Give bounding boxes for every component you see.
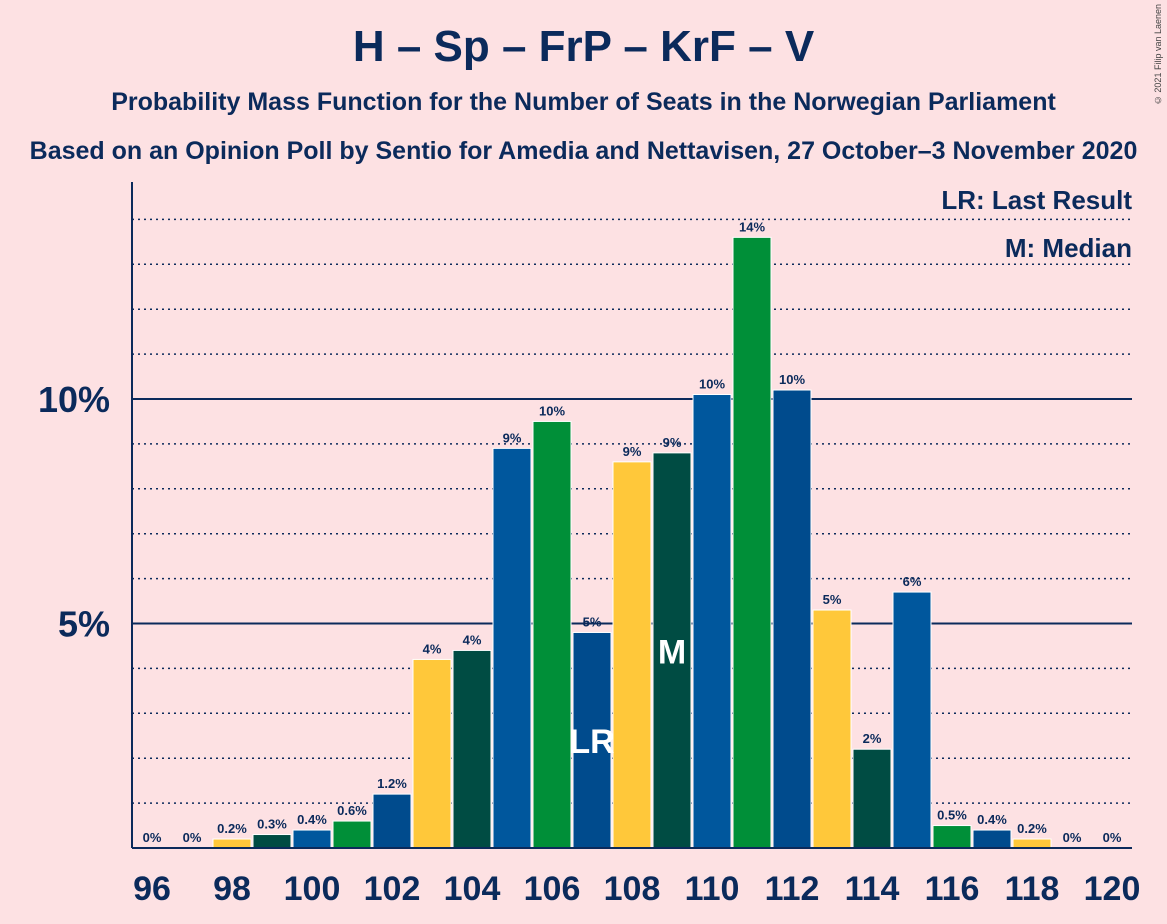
x-tick-label: 118 <box>1005 870 1060 908</box>
axes: 5% 10% 96 98 100 102 104 106 108 110 112 114 116 118 1… <box>38 182 1140 908</box>
bar-114 <box>852 748 892 849</box>
bar-115 <box>892 591 932 849</box>
bar-label-120: 0% <box>1103 830 1122 845</box>
bar-109 <box>652 452 692 849</box>
y-tick-label: 5% <box>58 604 110 645</box>
bar-117 <box>972 829 1012 849</box>
x-tick-label: 102 <box>364 870 421 908</box>
bar-label-97: 0% <box>183 830 202 845</box>
x-tick-label: 116 <box>925 870 980 908</box>
bar-label-106: 10% <box>539 403 565 418</box>
legend-last-result: LR: Last Result <box>941 185 1132 215</box>
bar-116 <box>932 825 972 849</box>
bar-102 <box>372 793 412 849</box>
x-tick-label: 100 <box>284 870 341 908</box>
bar-label-118: 0.2% <box>1017 821 1047 836</box>
bar-100 <box>292 829 332 849</box>
bar-label-117: 0.4% <box>977 812 1007 827</box>
x-tick-label: 114 <box>845 870 900 908</box>
bar-118 <box>1012 838 1052 849</box>
y-tick-label: 10% <box>38 379 110 420</box>
bar-label-113: 5% <box>823 592 842 607</box>
chart-subtitle-source: Based on an Opinion Poll by Sentio for A… <box>29 137 1138 165</box>
bar-98 <box>212 838 252 849</box>
bar-label-108: 9% <box>623 444 642 459</box>
bar-99 <box>252 834 292 849</box>
x-tick-label: 104 <box>444 870 501 908</box>
bar-label-100: 0.4% <box>297 812 327 827</box>
chart-title: H – Sp – FrP – KrF – V <box>352 22 815 71</box>
bar-label-111: 14% <box>739 219 765 234</box>
legend-median: M: Median <box>1005 233 1132 263</box>
bar-label-110: 10% <box>699 377 725 392</box>
last-result-marker: LR <box>569 723 614 761</box>
bar-107 <box>572 631 612 849</box>
x-tick-label: 120 <box>1084 870 1141 908</box>
bar-label-119: 0% <box>1063 830 1082 845</box>
bar-label-109: 9% <box>663 435 682 450</box>
bar-label-112: 10% <box>779 372 805 387</box>
bar-101 <box>332 820 372 849</box>
bar-label-102: 1.2% <box>377 776 407 791</box>
bar-label-98: 0.2% <box>217 821 247 836</box>
x-tick-label: 106 <box>524 870 581 908</box>
bar-label-99: 0.3% <box>257 817 287 832</box>
bar-label-103: 4% <box>423 641 442 656</box>
bar-108 <box>612 461 652 849</box>
x-tick-label: 96 <box>133 870 171 908</box>
bar-106 <box>532 420 572 849</box>
bar-label-114: 2% <box>863 731 882 746</box>
x-tick-label: 110 <box>685 870 740 908</box>
bar-label-96: 0% <box>143 830 162 845</box>
chart-subtitle: Probability Mass Function for the Number… <box>111 88 1056 116</box>
median-marker: M <box>658 633 686 671</box>
x-tick-label: 108 <box>604 870 661 908</box>
bar-label-116: 0.5% <box>937 808 967 823</box>
x-tick-label: 98 <box>213 870 251 908</box>
bar-105 <box>492 447 532 849</box>
bar-label-115: 6% <box>903 574 922 589</box>
bar-111 <box>732 236 772 849</box>
bar-label-107: 5% <box>583 614 602 629</box>
bar-113 <box>812 609 852 849</box>
bar-103 <box>412 658 452 849</box>
bar-110 <box>692 394 732 849</box>
bar-104 <box>452 649 492 849</box>
bar-label-101: 0.6% <box>337 803 367 818</box>
bar-label-104: 4% <box>463 632 482 647</box>
bar-label-105: 9% <box>503 430 522 445</box>
bar-112 <box>772 389 812 849</box>
x-tick-label: 112 <box>765 870 820 908</box>
